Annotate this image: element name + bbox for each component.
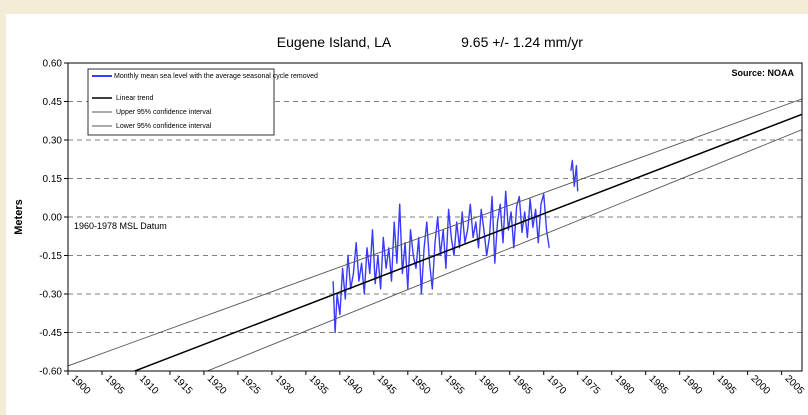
x-tick-label: 1990: [681, 373, 705, 397]
y-tick-label: -0.45: [39, 328, 62, 339]
x-tick-label: 1945: [375, 373, 399, 397]
x-tick-label: 1925: [239, 373, 263, 397]
gridlines: [68, 101, 802, 333]
x-tick-label: 1900: [69, 373, 93, 397]
x-tick-label: 1940: [341, 373, 365, 397]
x-tick-label: 1920: [205, 373, 229, 397]
series-layer: [68, 98, 802, 371]
x-tick-label: 1980: [613, 373, 637, 397]
legend-label-trend: Linear trend: [116, 95, 153, 102]
chart-panel: Eugene Island, LA 9.65 +/- 1.24 mm/yr Me…: [6, 14, 808, 415]
x-tick-labels: 1900 1905 1910 1915 1920 1925 1930 1935 1940 1945…: [67, 371, 806, 397]
x-tick-label: 1965: [511, 373, 535, 397]
lower-confidence-line: [206, 129, 802, 371]
x-tick-label: 1960: [477, 373, 501, 397]
x-tick-label: 1950: [409, 373, 433, 397]
plot-area-border: [67, 62, 803, 372]
x-tick-label: 1955: [443, 373, 467, 397]
x-tick-label: 2000: [749, 373, 773, 397]
source-label: Source: NOAA: [731, 68, 794, 78]
x-tick-label: 1985: [647, 373, 671, 397]
y-tick-label: 0.45: [43, 97, 63, 108]
y-axis-label: Meters: [13, 199, 25, 234]
legend-label-upper: Upper 95% confidence interval: [116, 109, 212, 116]
upper-confidence-line: [68, 98, 802, 367]
x-tick-label: 1910: [137, 373, 161, 397]
y-tick-label: 0.30: [43, 136, 63, 147]
x-tick-label: 2005: [782, 373, 806, 397]
legend: Monthly mean sea level with the average …: [87, 68, 318, 136]
x-tick-label: 1970: [545, 373, 569, 397]
monthly-sea-level-line-2: [570, 159, 579, 192]
x-tick-label: 1915: [171, 373, 195, 397]
x-tick-label: 1995: [715, 373, 739, 397]
chart-title: Eugene Island, LA: [277, 34, 392, 50]
x-tick-label: 1935: [307, 373, 331, 397]
legend-label-monthly: Monthly mean sea level with the average …: [114, 73, 318, 80]
x-tick-label: 1930: [273, 373, 297, 397]
chart-subtitle: 9.65 +/- 1.24 mm/yr: [461, 34, 583, 50]
y-tick-label: -0.30: [39, 290, 62, 301]
legend-box: [87, 68, 275, 136]
y-tick-labels: 0.60 0.45 0.30 0.15 0.00 -0.15 -0.30 -0.45 -0.60: [39, 59, 68, 378]
linear-trend-line: [132, 113, 802, 371]
y-tick-label: -0.15: [39, 251, 62, 262]
x-tick-label: 1975: [579, 373, 603, 397]
x-tick-label: 1905: [103, 373, 127, 397]
sea-level-chart: Eugene Island, LA 9.65 +/- 1.24 mm/yr Me…: [13, 34, 806, 397]
y-tick-label: 0.00: [43, 213, 63, 224]
datum-note: 1960-1978 MSL Datum: [74, 221, 167, 231]
y-tick-label: 0.15: [43, 174, 63, 185]
legend-label-lower: Lower 95% confidence interval: [116, 123, 212, 130]
y-tick-label: 0.60: [43, 59, 63, 70]
monthly-sea-level-line: [332, 190, 550, 334]
y-tick-label: -0.60: [39, 367, 62, 378]
